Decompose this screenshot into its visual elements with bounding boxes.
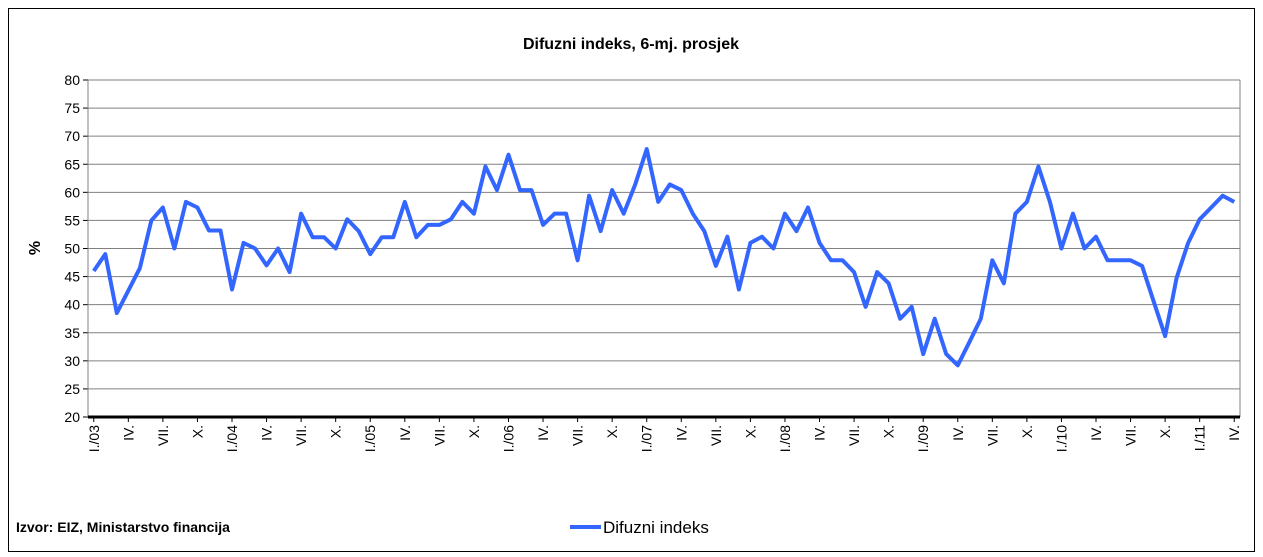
x-tick-label: VII.	[293, 425, 309, 446]
y-tick-label: 25	[64, 381, 80, 397]
x-tick-label: IV.	[120, 425, 136, 441]
y-tick-label: 40	[64, 297, 80, 313]
y-axis-label: %	[27, 241, 44, 255]
x-tick-label: I./03	[86, 425, 102, 452]
y-tick-label: 65	[64, 156, 80, 172]
y-tick-label: 50	[64, 241, 80, 257]
chart-frame	[8, 8, 1255, 552]
x-tick-label: IV.	[673, 425, 689, 441]
x-tick-label: IV.	[950, 425, 966, 441]
x-tick-label: I./11	[1192, 425, 1208, 451]
x-tick-label: VII.	[1123, 425, 1139, 446]
y-tick-label: 60	[64, 184, 80, 200]
x-tick-label: X.	[466, 425, 482, 438]
x-tick-label: X.	[189, 425, 205, 438]
y-tick-label: 45	[64, 269, 80, 285]
x-tick-label: I./04	[224, 425, 240, 452]
x-tick-label: IV.	[1088, 425, 1104, 441]
x-tick-label: IV.	[812, 425, 828, 441]
x-tick-label: VII.	[155, 425, 171, 446]
x-tick-label: I./09	[915, 425, 931, 452]
source-note: Izvor: EIZ, Ministarstvo financija	[16, 519, 230, 535]
x-tick-label: X.	[1157, 425, 1173, 438]
y-tick-label: 75	[64, 100, 80, 116]
x-tick-label: X.	[604, 425, 620, 438]
x-tick-label: VII.	[708, 425, 724, 446]
y-tick-label: 30	[64, 353, 80, 369]
x-tick-label: VII.	[846, 425, 862, 446]
x-tick-label: VII.	[570, 425, 586, 446]
y-tick-label: 35	[64, 325, 80, 341]
y-tick-label: 20	[64, 409, 80, 425]
chart-title: Difuzni indeks, 6-mj. prosjek	[523, 36, 739, 53]
data-line	[92, 147, 1236, 368]
x-tick-label: I./08	[777, 425, 793, 452]
x-tick-label: I./10	[1053, 425, 1069, 452]
x-tick-label: IV.	[1226, 425, 1242, 441]
x-tick-label: I./05	[362, 425, 378, 452]
y-tick-label: 80	[64, 72, 80, 88]
y-tick-label: 55	[64, 212, 80, 228]
legend-label: Difuzni indeks	[603, 518, 709, 537]
x-tick-label: X.	[742, 425, 758, 438]
x-tick-label: IV.	[397, 425, 413, 441]
x-tick-label: I./06	[500, 425, 516, 452]
x-tick-label: X.	[1019, 425, 1035, 438]
x-tick-label: IV.	[535, 425, 551, 441]
x-tick-label: X.	[881, 425, 897, 438]
x-tick-label: X.	[328, 425, 344, 438]
x-tick-label: IV.	[259, 425, 275, 441]
y-tick-label: 70	[64, 128, 80, 144]
x-tick-label: I./07	[639, 425, 655, 452]
x-tick-label: VII.	[984, 425, 1000, 446]
x-tick-label: VII.	[431, 425, 447, 446]
